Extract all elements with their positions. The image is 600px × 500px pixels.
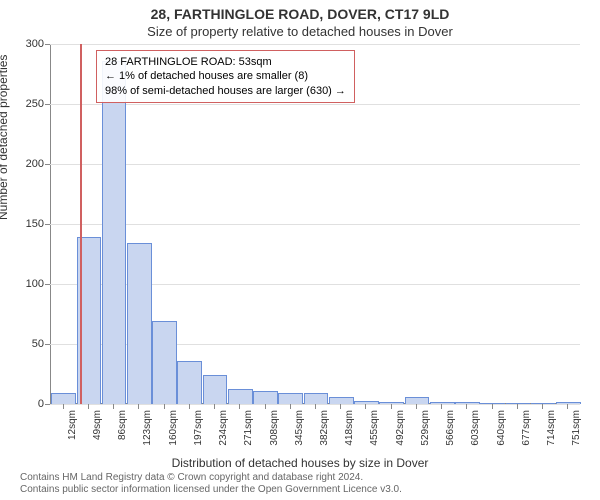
y-tick-label: 200 [4,158,44,170]
footer-line-2: Contains public sector information licen… [20,484,590,496]
x-tick-label: 308sqm [269,410,280,446]
x-tick [113,404,114,409]
plot-inner: 05010015020025030012sqm49sqm86sqm123sqm1… [50,44,580,404]
x-tick [189,404,190,409]
bar [228,389,253,404]
gridline [50,44,580,45]
chart-subtitle: Size of property relative to detached ho… [0,24,600,39]
gridline [50,104,580,105]
footer-line-1: Contains HM Land Registry data © Crown c… [20,472,590,484]
y-tick [45,104,50,105]
y-tick [45,344,50,345]
x-tick-label: 751sqm [571,410,582,446]
x-tick-label: 160sqm [168,410,179,446]
x-tick [138,404,139,409]
y-tick [45,404,50,405]
x-tick [63,404,64,409]
chart-title: 28, FARTHINGLOE ROAD, DOVER, CT17 9LD [0,6,600,22]
x-tick [517,404,518,409]
y-tick [45,164,50,165]
bar [51,393,76,404]
y-tick [45,224,50,225]
callout-line: 28 FARTHINGLOE ROAD: 53sqm [105,55,346,69]
bar [304,393,329,404]
x-tick [542,404,543,409]
footer-attribution: Contains HM Land Registry data © Crown c… [20,472,590,496]
y-tick-label: 0 [4,398,44,410]
x-tick-label: 123sqm [142,410,153,446]
x-tick [239,404,240,409]
marker-line [80,44,82,404]
x-tick-label: 677sqm [521,410,532,446]
y-tick-label: 100 [4,278,44,290]
x-tick [164,404,165,409]
bar [506,403,531,404]
y-tick [45,284,50,285]
plot-area: 05010015020025030012sqm49sqm86sqm123sqm1… [50,44,580,404]
bar [127,243,152,404]
x-tick [290,404,291,409]
x-tick-label: 529sqm [420,410,431,446]
x-tick-label: 418sqm [344,410,355,446]
y-tick-label: 50 [4,338,44,350]
x-tick-label: 345sqm [294,410,305,446]
x-tick [315,404,316,409]
x-tick [441,404,442,409]
x-tick-label: 12sqm [67,410,78,440]
x-tick-label: 640sqm [496,410,507,446]
x-tick-label: 492sqm [395,410,406,446]
x-tick-label: 603sqm [470,410,481,446]
x-tick [265,404,266,409]
x-tick [391,404,392,409]
x-tick-label: 234sqm [218,410,229,446]
chart-container: 28, FARTHINGLOE ROAD, DOVER, CT17 9LD Si… [0,0,600,500]
gridline [50,164,580,165]
x-tick-label: 49sqm [92,410,103,440]
y-tick [45,44,50,45]
x-tick [567,404,568,409]
y-tick-label: 300 [4,38,44,50]
y-tick-label: 250 [4,98,44,110]
x-tick [365,404,366,409]
x-tick-label: 382sqm [319,410,330,446]
x-tick [340,404,341,409]
y-axis-label: Number of detached properties [0,55,10,220]
bar [102,61,127,404]
x-tick-label: 455sqm [369,410,380,446]
bar [278,393,303,404]
bar [152,321,177,404]
bar [329,397,354,404]
bar [177,361,202,404]
x-tick [88,404,89,409]
x-tick-label: 86sqm [117,410,128,440]
x-tick [492,404,493,409]
x-tick [416,404,417,409]
callout-line: ← 1% of detached houses are smaller (8) [105,69,346,83]
x-tick-label: 271sqm [243,410,254,446]
bar [203,375,228,404]
y-tick-label: 150 [4,218,44,230]
x-tick-label: 566sqm [445,410,456,446]
bar [253,391,278,404]
x-tick [466,404,467,409]
gridline [50,224,580,225]
x-axis-label: Distribution of detached houses by size … [0,456,600,470]
callout-box: 28 FARTHINGLOE ROAD: 53sqm← 1% of detach… [96,50,355,103]
bar [405,397,430,404]
x-tick-label: 714sqm [546,410,557,446]
x-tick [214,404,215,409]
callout-line: 98% of semi-detached houses are larger (… [105,84,346,98]
x-tick-label: 197sqm [193,410,204,446]
